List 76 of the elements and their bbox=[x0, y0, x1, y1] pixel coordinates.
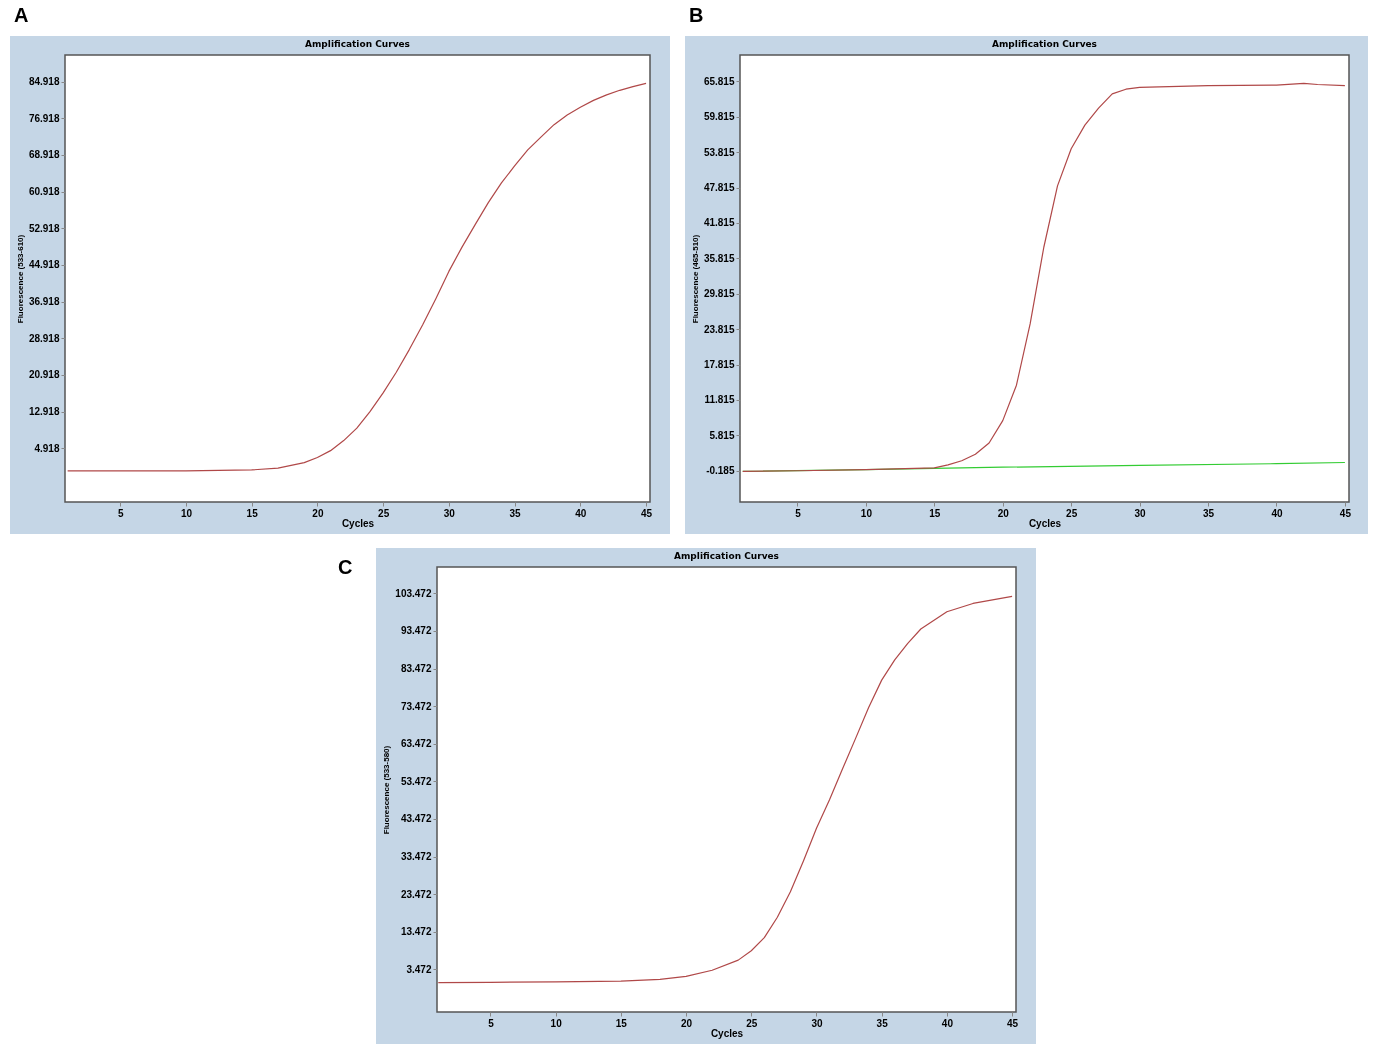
y-tick-label: 3.472 bbox=[406, 963, 432, 975]
chart-title: Amplification Curves bbox=[674, 551, 779, 561]
y-tick-label: 17.815 bbox=[703, 359, 735, 371]
x-tick-label: 10 bbox=[860, 507, 873, 519]
x-tick-label: 15 bbox=[929, 507, 941, 519]
y-tick-label: 73.472 bbox=[400, 700, 432, 712]
y-axis-title: Fluorescence (533-580) bbox=[382, 745, 392, 835]
line-series bbox=[67, 82, 647, 472]
text: C bbox=[338, 556, 353, 579]
y-tick-label: 43.472 bbox=[400, 813, 432, 825]
y-tick-label: 65.815 bbox=[703, 75, 735, 87]
x-tick-label: 15 bbox=[246, 507, 259, 519]
y-tick-label: 41.815 bbox=[703, 217, 735, 229]
y-axis-title: Fluorescence (533-610) bbox=[15, 234, 25, 324]
y-tick-label: 23.815 bbox=[703, 323, 735, 335]
y-tick-label: 33.472 bbox=[400, 851, 432, 863]
x-tick-label: 45 bbox=[1339, 507, 1352, 519]
x-tick-label: 35 bbox=[509, 507, 522, 519]
y-tick-label: 63.472 bbox=[400, 738, 432, 750]
y-tick-label: 13.472 bbox=[400, 926, 432, 938]
y-tick-label: 53.472 bbox=[400, 775, 432, 787]
chart-title: Amplification Curves bbox=[305, 39, 410, 49]
x-tick-label: 10 bbox=[550, 1017, 563, 1029]
line-series bbox=[742, 82, 1346, 472]
x-tick-label: 20 bbox=[997, 507, 1010, 519]
x-axis-title: Cycles bbox=[1028, 517, 1062, 529]
y-tick-label: 59.815 bbox=[703, 111, 735, 123]
y-tick-label: 29.815 bbox=[703, 288, 735, 300]
y-tick-label: 35.815 bbox=[703, 252, 735, 264]
x-tick-label: 20 bbox=[312, 507, 324, 519]
x-tick-label: 45 bbox=[1007, 1017, 1019, 1029]
text: B bbox=[689, 4, 704, 27]
y-tick-label: 103.472 bbox=[395, 587, 432, 599]
y-tick-label: 68.918 bbox=[28, 149, 60, 161]
y-tick-label: 76.918 bbox=[28, 112, 60, 124]
x-tick-label: 25 bbox=[746, 1017, 758, 1029]
line-series bbox=[437, 595, 1013, 984]
x-tick-label: 15 bbox=[615, 1017, 628, 1029]
y-tick-label: 23.472 bbox=[400, 888, 432, 900]
y-tick-label: 11.815 bbox=[704, 394, 735, 406]
y-tick-label: 5.815 bbox=[709, 429, 735, 441]
x-tick-label: 5 bbox=[117, 507, 124, 519]
y-axis-title: Fluorescence (465-510) bbox=[690, 234, 700, 324]
chart-title: Amplification Curves bbox=[992, 39, 1097, 49]
y-tick-label: 52.918 bbox=[28, 222, 60, 234]
y-tick-label: 47.815 bbox=[703, 182, 735, 194]
x-tick-label: 25 bbox=[378, 507, 390, 519]
text: A bbox=[14, 4, 29, 27]
x-tick-label: 45 bbox=[640, 507, 653, 519]
x-tick-label: 40 bbox=[575, 507, 587, 519]
y-tick-label: 93.472 bbox=[400, 625, 432, 637]
y-tick-label: 36.918 bbox=[28, 296, 60, 308]
x-tick-label: 30 bbox=[443, 507, 456, 519]
x-tick-label: 30 bbox=[1134, 507, 1147, 519]
y-tick-label: 60.918 bbox=[28, 186, 60, 198]
x-tick-label: 5 bbox=[488, 1017, 495, 1029]
x-tick-label: 40 bbox=[1271, 507, 1283, 519]
y-tick-label: 12.918 bbox=[28, 406, 60, 418]
y-tick-label: 20.918 bbox=[28, 369, 60, 381]
y-tick-label: 4.918 bbox=[34, 442, 60, 454]
y-tick-label: 28.918 bbox=[28, 332, 60, 344]
x-tick-label: 5 bbox=[795, 507, 802, 519]
x-tick-label: 25 bbox=[1066, 507, 1078, 519]
x-axis-title: Cycles bbox=[710, 1027, 744, 1039]
y-tick-label: 44.918 bbox=[28, 259, 60, 271]
y-tick-label: 53.815 bbox=[703, 146, 735, 158]
x-tick-label: 35 bbox=[1202, 507, 1215, 519]
x-tick-label: 35 bbox=[876, 1017, 889, 1029]
y-tick-label: 83.472 bbox=[400, 663, 432, 675]
x-tick-label: 30 bbox=[811, 1017, 823, 1029]
y-tick-label: 84.918 bbox=[28, 76, 60, 88]
x-tick-label: 40 bbox=[941, 1017, 954, 1029]
x-axis-title: Cycles bbox=[341, 517, 375, 529]
x-tick-label: 20 bbox=[681, 1017, 693, 1029]
y-tick-label: -0.185 bbox=[706, 465, 735, 477]
x-tick-label: 10 bbox=[180, 507, 193, 519]
